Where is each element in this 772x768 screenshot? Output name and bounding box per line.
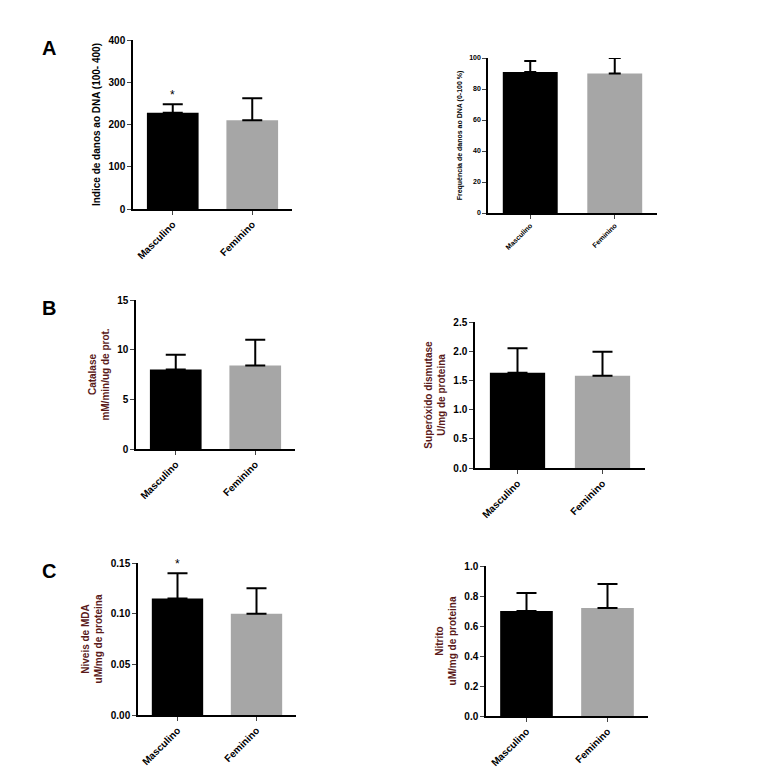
svg-text:Masculino: Masculino xyxy=(504,222,533,251)
svg-text:200: 200 xyxy=(109,119,126,130)
svg-text:0.8: 0.8 xyxy=(464,591,478,602)
svg-text:0.4: 0.4 xyxy=(464,651,478,662)
svg-text:0: 0 xyxy=(120,204,126,215)
svg-text:40: 40 xyxy=(473,147,481,154)
svg-text:0.15: 0.15 xyxy=(111,558,131,569)
svg-text:15: 15 xyxy=(117,295,129,306)
svg-text:Superóxido dismutaseU/mg de pr: Superóxido dismutaseU/mg de proteina xyxy=(423,341,447,449)
svg-text:100: 100 xyxy=(469,54,481,61)
svg-text:Feminino: Feminino xyxy=(573,726,612,765)
svg-text:0.2: 0.2 xyxy=(464,681,478,692)
svg-text:20: 20 xyxy=(473,178,481,185)
svg-text:0.05: 0.05 xyxy=(111,659,131,670)
svg-text:C: C xyxy=(42,560,56,582)
svg-text:Frequência de danos ao DNA (0-: Frequência de danos ao DNA (0-100 %) xyxy=(456,71,464,201)
svg-text:5: 5 xyxy=(123,394,129,405)
svg-text:80: 80 xyxy=(473,85,481,92)
svg-text:0.10: 0.10 xyxy=(111,608,131,619)
svg-text:Feminino: Feminino xyxy=(218,219,257,258)
svg-text:0.0: 0.0 xyxy=(453,463,467,474)
svg-text:Masculino: Masculino xyxy=(135,219,177,261)
svg-text:1.0: 1.0 xyxy=(464,561,478,572)
svg-text:0.6: 0.6 xyxy=(464,621,478,632)
svg-text:*: * xyxy=(170,88,175,102)
svg-text:0.5: 0.5 xyxy=(453,433,467,444)
svg-text:2.0: 2.0 xyxy=(453,346,467,357)
svg-text:Indice de danos ao DNA (100- 4: Indice de danos ao DNA (100- 400) xyxy=(91,43,102,206)
svg-text:NitritouM/mg de proteina: NitritouM/mg de proteina xyxy=(434,596,458,685)
svg-text:1.5: 1.5 xyxy=(453,375,467,386)
svg-text:60: 60 xyxy=(473,116,481,123)
svg-text:*: * xyxy=(175,557,180,571)
svg-text:A: A xyxy=(42,37,56,59)
svg-text:Feminino: Feminino xyxy=(222,725,261,764)
svg-text:10: 10 xyxy=(117,344,129,355)
svg-text:0: 0 xyxy=(477,209,481,216)
svg-text:Masculino: Masculino xyxy=(480,478,522,520)
svg-text:0.0: 0.0 xyxy=(464,711,478,722)
svg-text:Masculino: Masculino xyxy=(489,726,531,768)
svg-text:B: B xyxy=(42,297,56,319)
svg-text:Masculino: Masculino xyxy=(140,725,182,767)
svg-text:CatalasemM/min/ug de prot.: CatalasemM/min/ug de prot. xyxy=(87,328,111,420)
svg-text:400: 400 xyxy=(109,35,126,46)
svg-text:Feminino: Feminino xyxy=(221,459,260,498)
svg-text:1.0: 1.0 xyxy=(453,404,467,415)
svg-text:Niveis de MDAuM/mg de proteina: Niveis de MDAuM/mg de proteina xyxy=(80,594,104,683)
svg-text:Feminino: Feminino xyxy=(591,222,618,249)
svg-text:300: 300 xyxy=(109,77,126,88)
svg-text:0: 0 xyxy=(123,444,129,455)
svg-text:Masculino: Masculino xyxy=(138,459,180,501)
svg-text:Feminino: Feminino xyxy=(568,478,607,517)
svg-text:2.5: 2.5 xyxy=(453,317,467,328)
svg-text:100: 100 xyxy=(109,161,126,172)
svg-text:0.00: 0.00 xyxy=(111,710,131,721)
